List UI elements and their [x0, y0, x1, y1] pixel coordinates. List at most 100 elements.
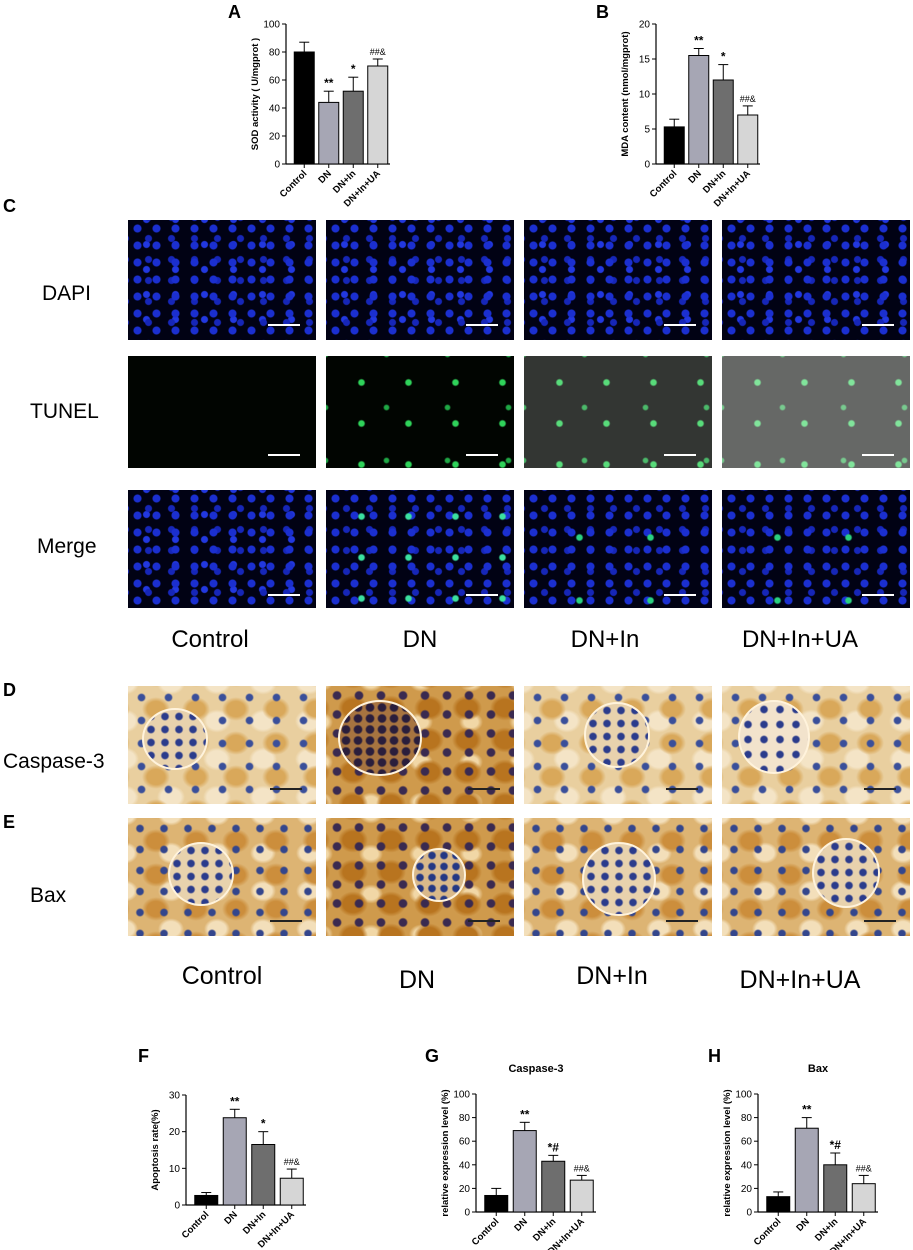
- y-tick-label: 30: [169, 1091, 181, 1102]
- y-tick-label: 0: [644, 160, 650, 171]
- significance-label: ##&: [370, 47, 386, 57]
- bar: [222, 1117, 247, 1206]
- bar: [541, 1160, 566, 1213]
- y-axis-label: SOD activity ( U/mgprot ): [250, 38, 261, 150]
- chart-title: Caspase-3: [508, 1063, 563, 1075]
- bar: [512, 1130, 537, 1213]
- y-tick-label: 0: [464, 1208, 470, 1219]
- dapi-image-control: [128, 220, 316, 340]
- significance-label: **: [324, 76, 334, 90]
- y-tick-label: 60: [741, 1137, 753, 1148]
- chart-mda-content: 0 5 10 15 20 MDA content (nmol/mgprot) Control…: [620, 20, 760, 209]
- panel-letter-a: A: [228, 2, 241, 22]
- bax-image-dn-in-ua: [722, 818, 910, 936]
- significance-label: ##&: [740, 94, 756, 104]
- y-axis-label: MDA content (nmol/mgprot): [620, 31, 631, 156]
- chart-title: Bax: [808, 1063, 829, 1075]
- bar: [737, 114, 759, 165]
- x-tick-label: DN: [316, 168, 334, 186]
- merge-image-dn-in: [524, 490, 712, 608]
- tunel-image-dn-in: [524, 356, 712, 468]
- x-tick-label: DN+In: [531, 1216, 559, 1244]
- column-label-dn-in-c: DN+In: [570, 626, 640, 653]
- bar: [851, 1183, 876, 1213]
- column-label-dn-c: DN: [402, 626, 438, 653]
- bar: [794, 1127, 819, 1213]
- significance-label: *: [721, 50, 726, 64]
- caspase-3-image-dn-in-ua: [722, 686, 910, 804]
- x-tick-label: DN: [512, 1216, 530, 1234]
- x-tick-label: Control: [648, 168, 680, 200]
- panel-letter-d: D: [3, 680, 16, 700]
- caspase-3-image-dn: [326, 686, 514, 804]
- bax-image-control: [128, 818, 316, 936]
- y-tick-label: 20: [459, 1184, 471, 1195]
- y-tick-label: 60: [459, 1137, 471, 1148]
- dapi-image-dn-in: [524, 220, 712, 340]
- bar: [766, 1196, 791, 1213]
- y-tick-label: 0: [274, 160, 280, 171]
- row-label-dapi: DAPI: [42, 282, 92, 305]
- row-label-tunel: TUNEL: [30, 400, 99, 423]
- x-tick-label: DN: [794, 1216, 812, 1234]
- column-label-control-e: Control: [181, 962, 263, 990]
- x-tick-label: DN+In: [813, 1216, 841, 1244]
- bax-image-dn-in: [524, 818, 712, 936]
- bar: [823, 1164, 848, 1213]
- panel-letter-h: H: [708, 1046, 721, 1066]
- y-tick-label: 20: [169, 1127, 181, 1138]
- y-tick-label: 0: [746, 1208, 752, 1219]
- y-tick-label: 15: [639, 55, 651, 66]
- y-tick-label: 40: [459, 1160, 471, 1171]
- y-tick-label: 20: [639, 20, 651, 31]
- panel-letter-g: G: [425, 1046, 440, 1066]
- merge-image-dn-in-ua: [722, 490, 910, 608]
- tunel-image-dn-in-ua: [722, 356, 910, 468]
- tunel-image-control: [128, 356, 316, 468]
- significance-label: *#: [548, 1140, 560, 1154]
- bar: [569, 1179, 594, 1213]
- row-label-bax: Bax: [30, 884, 67, 907]
- caspase-3-image-control: [128, 686, 316, 804]
- column-label-control-c: Control: [171, 626, 249, 653]
- bar: [663, 126, 685, 165]
- tunel-image-dn: [326, 356, 514, 468]
- bar: [318, 101, 340, 165]
- bar: [688, 55, 710, 165]
- panel-letter-e: E: [3, 812, 16, 832]
- y-tick-label: 40: [269, 104, 281, 115]
- y-tick-label: 80: [269, 48, 281, 59]
- significance-label: *#: [830, 1138, 842, 1152]
- y-tick-label: 20: [741, 1184, 753, 1195]
- column-label-dn-in-ua-c: DN+In+UA: [741, 626, 859, 653]
- panel-letter-b: B: [596, 2, 609, 22]
- bar: [251, 1144, 276, 1206]
- y-axis-label: relative expression level (%): [440, 1089, 451, 1216]
- y-tick-label: 20: [269, 132, 281, 143]
- x-tick-label: DN+In: [241, 1209, 269, 1237]
- bar: [279, 1177, 304, 1206]
- dapi-image-dn: [326, 220, 514, 340]
- y-tick-label: 100: [453, 1090, 470, 1101]
- row-label-merge: Merge: [37, 535, 97, 558]
- significance-label: **: [520, 1107, 530, 1121]
- significance-label: **: [230, 1094, 240, 1108]
- chart-apoptosis-rate: 0 10 20 30 Apoptosis rate(%) Control ** DN * DN+I…: [150, 1091, 306, 1250]
- bax-image-dn: [326, 818, 514, 936]
- y-tick-label: 60: [269, 76, 281, 87]
- panel-letter-f: F: [138, 1046, 149, 1066]
- y-tick-label: 10: [639, 90, 651, 101]
- column-label-dn-in-e: DN+In: [576, 962, 648, 990]
- x-tick-label: Control: [752, 1216, 784, 1248]
- significance-label: **: [802, 1103, 812, 1117]
- y-tick-label: 80: [741, 1113, 753, 1124]
- bar: [367, 65, 389, 165]
- merge-image-dn: [326, 490, 514, 608]
- panel-letter-c: C: [3, 196, 16, 216]
- y-tick-label: 100: [735, 1090, 752, 1101]
- significance-label: ##&: [574, 1163, 590, 1173]
- y-tick-label: 10: [169, 1164, 181, 1175]
